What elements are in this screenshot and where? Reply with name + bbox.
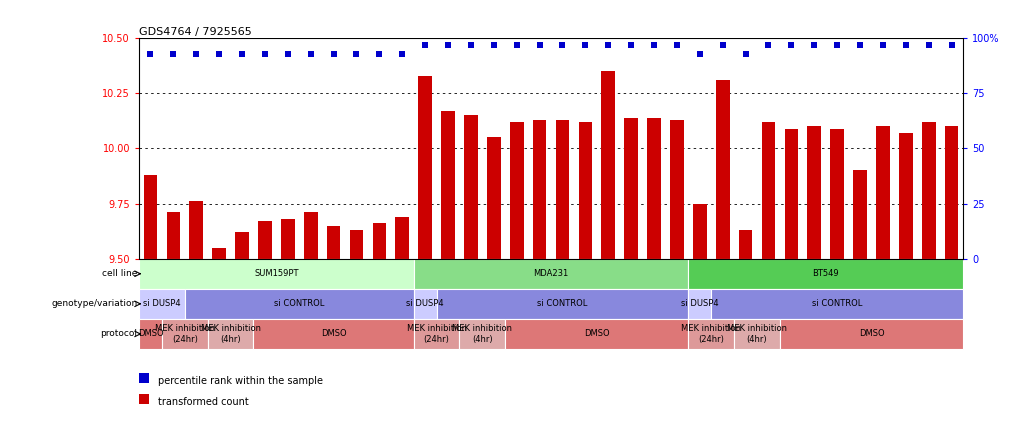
Bar <box>853 170 867 259</box>
Bar <box>414 259 688 289</box>
Bar <box>899 133 913 259</box>
Bar <box>459 319 506 349</box>
Bar <box>624 118 638 259</box>
Bar <box>602 71 615 259</box>
Text: MEK inhibition
(24hr): MEK inhibition (24hr) <box>154 324 215 343</box>
Bar <box>235 232 249 259</box>
Bar <box>139 289 184 319</box>
Bar <box>716 80 729 259</box>
Text: DMSO: DMSO <box>859 330 885 338</box>
Bar <box>349 230 364 259</box>
Text: GDS4764 / 7925565: GDS4764 / 7925565 <box>139 27 251 37</box>
Bar <box>579 122 592 259</box>
Text: si DUSP4: si DUSP4 <box>143 299 180 308</box>
Bar <box>830 129 844 259</box>
Bar <box>465 115 478 259</box>
Bar <box>373 223 386 259</box>
Bar <box>414 289 437 319</box>
Bar <box>688 319 734 349</box>
Bar <box>671 120 684 259</box>
Bar <box>167 212 180 259</box>
Bar <box>761 122 776 259</box>
Bar <box>184 289 414 319</box>
Bar <box>533 120 547 259</box>
Bar <box>143 175 158 259</box>
Text: MDA231: MDA231 <box>534 269 569 278</box>
Text: si CONTROL: si CONTROL <box>812 299 862 308</box>
Bar <box>945 126 959 259</box>
Text: genotype/variation: genotype/variation <box>52 299 137 308</box>
Bar <box>441 111 455 259</box>
Bar <box>212 248 226 259</box>
Text: MEK inhibition
(4hr): MEK inhibition (4hr) <box>452 324 512 343</box>
Text: MEK inhibition
(24hr): MEK inhibition (24hr) <box>407 324 467 343</box>
Text: SUM159PT: SUM159PT <box>254 269 299 278</box>
Bar <box>162 319 208 349</box>
Bar <box>259 221 272 259</box>
Text: DMSO: DMSO <box>320 330 346 338</box>
Text: percentile rank within the sample: percentile rank within the sample <box>158 376 322 386</box>
Bar <box>688 259 963 289</box>
Bar <box>437 289 688 319</box>
Bar <box>487 137 501 259</box>
Text: si CONTROL: si CONTROL <box>274 299 324 308</box>
Bar <box>712 289 963 319</box>
Bar <box>739 230 753 259</box>
Bar <box>253 319 414 349</box>
Text: cell line: cell line <box>102 269 137 278</box>
Bar <box>139 319 162 349</box>
Text: si CONTROL: si CONTROL <box>538 299 588 308</box>
Bar <box>780 319 963 349</box>
Bar <box>281 219 295 259</box>
Text: MEK inhibition
(4hr): MEK inhibition (4hr) <box>201 324 261 343</box>
Bar <box>396 217 409 259</box>
Bar <box>555 120 570 259</box>
Bar <box>304 212 317 259</box>
Bar <box>688 289 712 319</box>
Bar <box>877 126 890 259</box>
Bar <box>922 122 935 259</box>
Bar <box>808 126 821 259</box>
Bar <box>647 118 661 259</box>
Bar <box>785 129 798 259</box>
Text: transformed count: transformed count <box>158 397 248 407</box>
Bar <box>139 259 414 289</box>
Bar <box>190 201 203 259</box>
Bar <box>327 225 341 259</box>
Bar <box>506 319 688 349</box>
Bar <box>414 319 459 349</box>
Text: DMSO: DMSO <box>584 330 610 338</box>
Bar <box>418 76 432 259</box>
Text: MEK inhibition
(24hr): MEK inhibition (24hr) <box>681 324 742 343</box>
Text: DMSO: DMSO <box>138 330 164 338</box>
Text: MEK inhibition
(4hr): MEK inhibition (4hr) <box>727 324 787 343</box>
Text: si DUSP4: si DUSP4 <box>407 299 444 308</box>
Text: protocol: protocol <box>100 330 137 338</box>
Text: si DUSP4: si DUSP4 <box>681 299 719 308</box>
Bar <box>208 319 253 349</box>
Bar <box>510 122 523 259</box>
Text: BT549: BT549 <box>813 269 839 278</box>
Bar <box>693 203 707 259</box>
Bar <box>734 319 780 349</box>
